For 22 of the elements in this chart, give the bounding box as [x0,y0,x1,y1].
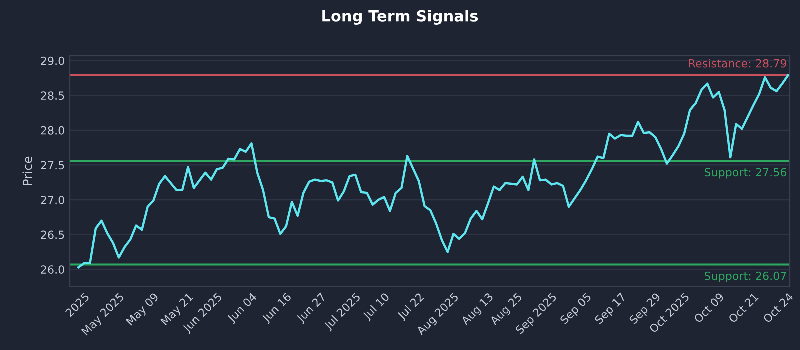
x-tick-label: Jul 22 [396,292,426,322]
x-tick-label: Oct 24 [762,292,794,324]
y-tick-label: 27.0 [41,196,64,204]
ref-line-label: Support: 26.07 [704,272,786,282]
y-axis-title: Price [22,156,32,186]
y-tick-label: 26.0 [41,266,64,274]
x-tick-label: Sep 17 [594,292,628,326]
x-tick-label: Jun 16 [261,292,294,325]
y-tick-label: 28.5 [41,92,64,100]
y-tick-label: 27.5 [41,161,64,170]
y-tick-label: 29.0 [41,56,64,66]
x-tick-label: Oct 21 [728,292,760,324]
ref-line-label: Support: 27.56 [704,168,787,179]
y-tick-label: 28.0 [41,126,64,135]
x-tick-label: Sep 05 [560,292,594,326]
x-tick-label: Oct 09 [694,292,725,324]
ref-line-label: Resistance: 28.79 [689,59,786,68]
line-series [78,74,790,269]
chart-title: Long Term Signals [322,10,478,25]
x-tick-label: Jun 04 [226,292,259,325]
x-tick-label: Jul 10 [362,292,392,322]
y-tick-label: 26.5 [41,230,64,240]
